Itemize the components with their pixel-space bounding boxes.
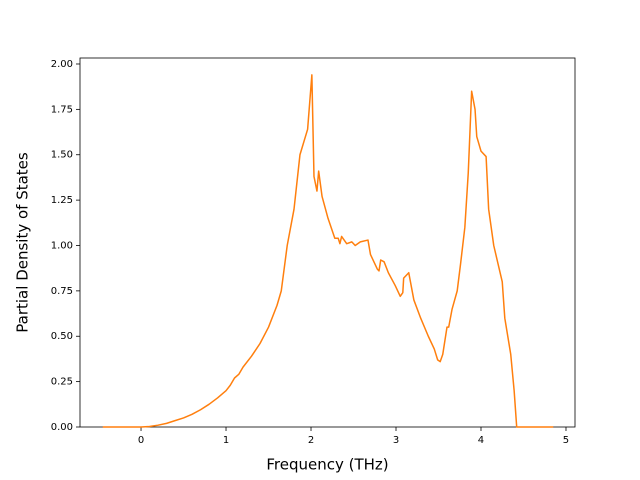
x-tick-label: 0: [138, 435, 144, 446]
x-axis-label: Frequency (THz): [266, 456, 388, 474]
x-tick-label: 5: [563, 435, 569, 446]
y-tick-label: 0.00: [51, 422, 73, 433]
line: [102, 74, 554, 428]
y-tick-label: 0.25: [51, 377, 73, 388]
y-tick-label: 1.00: [51, 240, 73, 251]
plot-frame: [79, 57, 576, 428]
y-tick-label: 0.50: [51, 331, 73, 342]
y-tick-label: 1.25: [51, 195, 73, 206]
x-tick-label: 2: [308, 435, 314, 446]
x-tick-label: 4: [478, 435, 484, 446]
y-tick-label: 1.75: [51, 104, 73, 115]
x-tick-label: 1: [223, 435, 229, 446]
y-tick-label: 0.75: [51, 286, 73, 297]
y-tick-label: 1.50: [51, 150, 73, 161]
y-tick-label: 2.00: [51, 59, 73, 70]
x-tick-label: 3: [393, 435, 399, 446]
y-axis-label: Partial Density of States: [14, 152, 32, 333]
